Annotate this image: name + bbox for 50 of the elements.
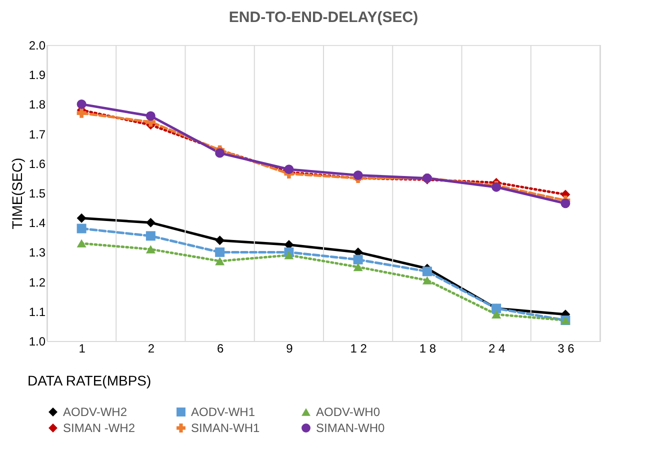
y-axis-title: TIME(SEC) (8, 158, 25, 230)
x-tick-label: 2 4 (488, 342, 506, 356)
x-tick-label: 6 (216, 342, 224, 356)
legend-label: AODV-WH1 (191, 405, 256, 419)
x-tick-label: 1 2 (350, 342, 368, 356)
y-tick-label: 1.9 (28, 68, 46, 82)
point (560, 198, 570, 208)
y-tick-label: 1.1 (28, 304, 46, 319)
point (284, 251, 294, 260)
point (215, 247, 225, 257)
x-tick-label: 1 (78, 342, 86, 356)
point (146, 245, 156, 254)
point (422, 276, 432, 284)
point (76, 224, 86, 234)
y-tick-label: 1.4 (28, 216, 46, 230)
y-tick-label: 1.3 (28, 246, 46, 260)
x-tick-label: 3 6 (558, 342, 575, 356)
point (422, 266, 432, 276)
point (353, 170, 363, 180)
point (353, 262, 363, 272)
point (146, 231, 156, 241)
legend-label: SIMAN -WH2 (63, 421, 136, 435)
chart-title: END-TO-END-DELAY(SEC) (228, 9, 418, 26)
y-tick-label: 1.0 (28, 334, 46, 348)
point (492, 310, 502, 318)
legend-label: SIMAN-WH1 (191, 421, 260, 435)
y-tick-label: 1.7 (28, 127, 46, 142)
x-tick-label: 9 (286, 342, 294, 356)
point (215, 148, 225, 158)
y-tick-label: 2.0 (28, 38, 46, 52)
legend-label: AODV-WH0 (316, 405, 380, 419)
point (76, 99, 86, 109)
y-tick-label: 1.5 (28, 186, 46, 200)
x-axis-title: DATA RATE(MBPS) (28, 372, 152, 388)
point (146, 111, 156, 121)
x-tick-label: 1 8 (419, 342, 436, 356)
point (215, 236, 225, 246)
y-tick-label: 1.2 (28, 275, 46, 290)
y-tick-label: 1.6 (28, 156, 46, 171)
point (284, 164, 294, 174)
legend-label: AODV-WH2 (63, 405, 128, 419)
point (76, 108, 86, 118)
point (76, 213, 86, 223)
x-tick-label: 2 (148, 342, 155, 356)
point (353, 254, 363, 264)
point (76, 239, 86, 248)
point (146, 218, 156, 228)
point (215, 256, 225, 266)
y-tick-label: 1.8 (28, 98, 46, 112)
legend-label: SIMAN-WH0 (316, 421, 385, 435)
